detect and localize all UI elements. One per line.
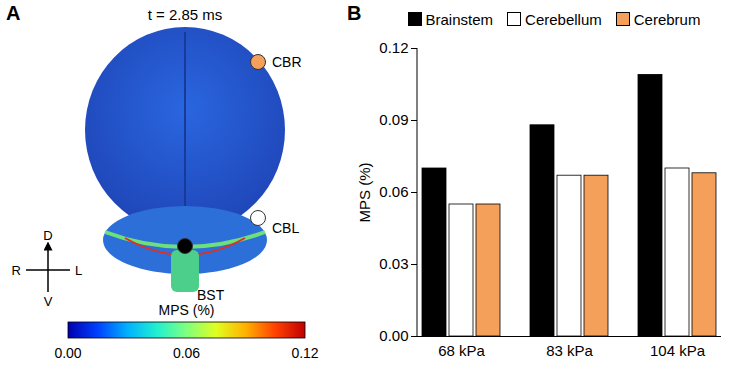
svg-text:0.06: 0.06 <box>379 183 408 200</box>
svg-text:0.03: 0.03 <box>379 255 408 272</box>
html-text:Cerebellum: Cerebellum <box>525 10 602 28</box>
svg-text:CBL: CBL <box>272 220 299 236</box>
svg-text:68 kPa: 68 kPa <box>438 342 485 359</box>
svg-text:0.06: 0.06 <box>173 345 200 361</box>
svg-text:0.00: 0.00 <box>379 327 408 344</box>
svg-text:104 kPa: 104 kPa <box>650 342 706 359</box>
svg-text:0.00: 0.00 <box>54 345 81 361</box>
svg-text:CBR: CBR <box>272 54 302 70</box>
svg-text:R: R <box>12 263 21 278</box>
svg-text:MPS (%): MPS (%) <box>159 302 215 318</box>
html-text:B: B <box>347 2 362 24</box>
html-text:A: A <box>6 2 21 24</box>
svg-text:t = 2.85 ms: t = 2.85 ms <box>148 6 223 23</box>
svg-text:L: L <box>75 263 82 278</box>
svg-text:V: V <box>44 294 53 309</box>
svg-text:0.12: 0.12 <box>379 39 408 56</box>
svg-text:0.12: 0.12 <box>291 345 318 361</box>
html-text:Cerebrum: Cerebrum <box>633 10 701 28</box>
svg-text:MPS (%): MPS (%) <box>356 162 373 222</box>
svg-text:0.09: 0.09 <box>379 111 408 128</box>
html-text:Brainstem: Brainstem <box>425 10 494 28</box>
svg-text:83 kPa: 83 kPa <box>546 342 593 359</box>
svg-text:BST: BST <box>197 287 225 303</box>
svg-text:D: D <box>43 228 52 243</box>
